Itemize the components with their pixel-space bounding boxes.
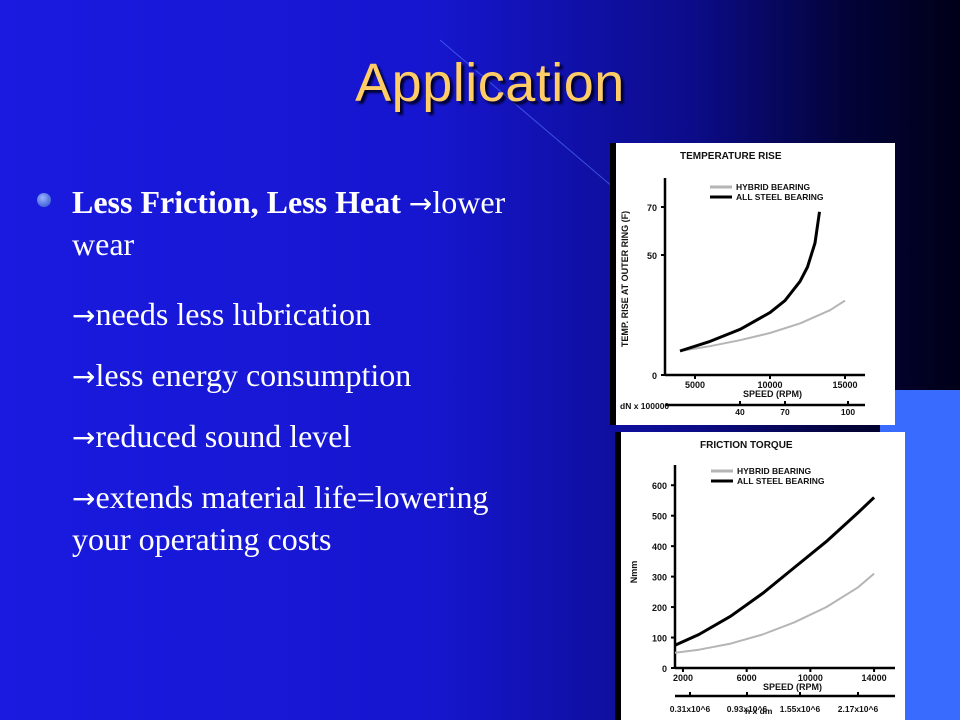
y-axis-label: Nmm	[629, 561, 639, 584]
arrow-icon: →	[72, 360, 96, 393]
bullet-heading: Less Friction, Less Heat	[72, 184, 401, 220]
y-axis-label: TEMP. RISE AT OUTER RING (F)	[620, 211, 630, 347]
bullet-icon	[37, 193, 51, 207]
legend-label: ALL STEEL BEARING	[737, 476, 825, 486]
bullet-line: →less energy consumption	[72, 355, 411, 397]
x-tick-label: 14000	[862, 673, 887, 683]
arrow-icon: →	[72, 299, 96, 332]
y-tick-label: 0	[652, 371, 657, 381]
legend-label: HYBRID BEARING	[736, 182, 811, 192]
y-tick-label: 70	[647, 203, 657, 213]
chart-edge	[615, 432, 621, 720]
y-tick-label: 200	[652, 603, 667, 613]
bullet-line: →needs less lubrication	[72, 294, 371, 336]
legend-label: HYBRID BEARING	[737, 466, 812, 476]
line-5: extends material life=lowering your oper…	[72, 479, 489, 557]
y-tick-label: 400	[652, 542, 667, 552]
friction-torque-plot: FRICTION TORQUE 0 100 200 300 400 500 600 2000 60…	[629, 440, 895, 716]
line-4: reduced sound level	[95, 418, 352, 454]
arrow-icon: →	[72, 482, 96, 515]
chart-title: TEMPERATURE RISE	[680, 151, 782, 162]
x-tick-label: 10000	[757, 380, 782, 390]
chart-title: FRICTION TORQUE	[700, 440, 793, 451]
friction-torque-chart: FRICTION TORQUE 0 100 200 300 400 500 600 2000 60…	[615, 432, 905, 720]
y-tick-label: 50	[647, 251, 657, 261]
y-tick-label: 600	[652, 481, 667, 491]
line-1: lower wear	[72, 184, 506, 262]
secondary-tick-label: 0.93x10^6	[727, 704, 768, 714]
secondary-tick-label: 0.31x10^6	[670, 704, 711, 714]
arrow-icon: →	[408, 187, 433, 220]
series-line-hybrid	[674, 572, 875, 654]
secondary-axis-label: n x dm	[745, 706, 773, 716]
bullet-line: →extends material life=lowering your ope…	[72, 477, 492, 559]
x-axis-label: SPEED (RPM)	[743, 389, 802, 399]
secondary-tick-label: 40	[735, 407, 745, 417]
slide-title: Application	[355, 53, 625, 113]
y-tick-label: 500	[652, 512, 667, 522]
legend-label: ALL STEEL BEARING	[736, 192, 824, 202]
secondary-tick-label: 1.55x10^6	[780, 704, 821, 714]
temperature-rise-plot: TEMPERATURE RISE 0 50 70 5000 10000 15000 SPEED…	[620, 151, 865, 417]
x-tick-label: 2000	[673, 673, 693, 683]
secondary-tick-label: 100	[841, 407, 855, 417]
arrow-icon: →	[72, 421, 96, 454]
x-tick-label: 6000	[737, 673, 757, 683]
y-tick-label: 100	[652, 634, 667, 644]
bullet-line: →reduced sound level	[72, 416, 351, 458]
x-tick-label: 5000	[685, 380, 705, 390]
temperature-rise-chart: TEMPERATURE RISE 0 50 70 5000 10000 15000 SPEED…	[610, 143, 895, 425]
series-line-hybrid	[679, 299, 846, 352]
y-tick-label: 0	[662, 664, 667, 674]
secondary-tick-label: 70	[780, 407, 790, 417]
line-2: needs less lubrication	[95, 296, 371, 332]
line-3: less energy consumption	[95, 357, 412, 393]
y-tick-label: 300	[652, 573, 667, 583]
secondary-tick-label: 2.17x10^6	[838, 704, 879, 714]
x-tick-label: 15000	[832, 380, 857, 390]
chart-edge	[610, 143, 616, 425]
x-axis-label: SPEED (RPM)	[763, 682, 822, 692]
bullet-text: Less Friction, Less Heat →lower wear	[72, 182, 532, 264]
secondary-axis-label: dN x 100000	[620, 401, 669, 411]
series-line-steel	[679, 211, 821, 353]
series-line-steel	[674, 496, 876, 647]
x-tick-label: 10000	[798, 673, 823, 683]
